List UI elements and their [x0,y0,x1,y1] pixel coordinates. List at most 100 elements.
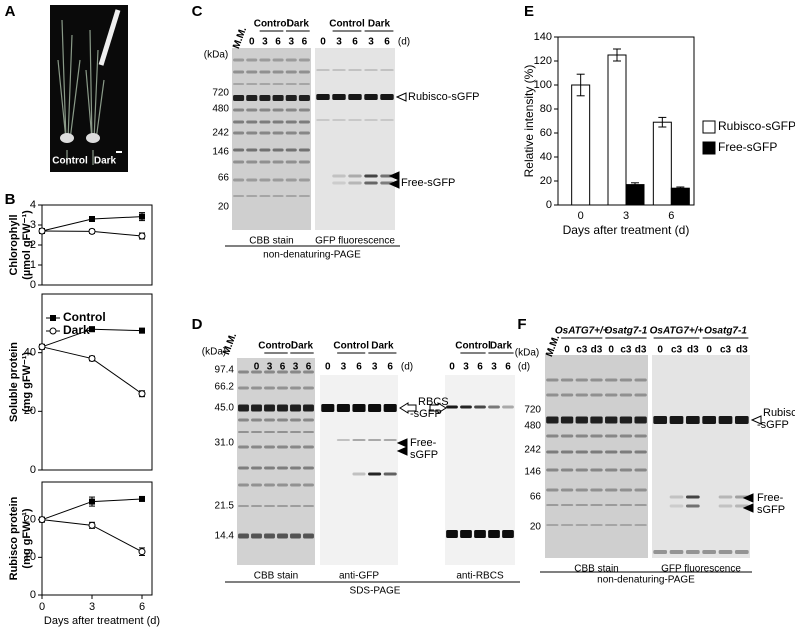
gel-band [605,450,618,454]
band-label: sGFP [757,504,785,516]
lane-label: 6 [387,362,393,373]
plot-frame [41,481,153,596]
gel-band [546,450,559,454]
y-tick-label: 20 [24,514,36,526]
gel-band [303,431,314,433]
point [88,355,96,363]
gel-band [368,439,382,441]
lane-label: 3 [267,362,273,373]
gel-band [380,69,394,71]
gel-band [264,404,275,412]
gel-band [619,488,633,492]
gel-band [233,195,245,197]
gel-band [332,174,346,178]
gel-band [251,404,262,412]
point [88,227,96,235]
gel-band [590,416,603,424]
band-label: Free- [410,437,437,449]
gel-band [575,450,588,454]
gel-band [502,530,514,538]
gel-band [303,466,314,470]
gel-band [238,386,249,390]
band-arrow [750,415,762,425]
gel-band [546,393,559,397]
gel-band [460,530,472,538]
gel-band [352,439,366,441]
gel-band [259,195,271,197]
gel-band [290,370,301,374]
marker-label: 66.2 [215,382,235,393]
gel-band [605,378,618,382]
gel-band [259,70,271,74]
y-tick-label: 20 [24,405,36,417]
gel-band [259,58,271,62]
x-axis-label: Days after treatment (d) [44,615,160,627]
gel-band [251,431,262,433]
group-label: Control [254,19,290,30]
gel-band [246,120,258,124]
gel-band [272,160,284,164]
marker-label: 480 [524,421,541,432]
gel-band [272,131,284,135]
band-arrow [396,438,408,448]
gel-band [238,445,249,449]
gel-band [348,181,362,185]
gel-band [368,404,382,412]
gel-band [238,404,249,412]
stain-label: CBB stain [249,236,293,247]
bar [652,121,672,206]
stain-label: GFP fluorescence [315,236,395,247]
marker-label: 146 [212,147,229,158]
lane-label: 3 [491,362,497,373]
lane-label: 3 [262,37,268,48]
gel-band [634,488,647,492]
marker-label: 20 [530,522,542,533]
panel-label: D [192,316,203,333]
gel-band [238,466,249,470]
gel-band [277,533,288,539]
gel-band [364,181,378,185]
gel-band [446,530,458,538]
group-label: Control [258,341,294,352]
gel-band [277,466,288,470]
point [138,548,146,556]
gel-band [718,495,733,499]
gel-band [364,69,378,71]
gel-band [336,439,350,441]
y-axis-label: Relative intensity (%) [522,65,536,178]
lane-label: 3 [368,37,374,48]
gel-band [685,416,700,424]
method-label: SDS-PAGE [350,586,401,597]
y-axis-label: Chlorophyll [8,214,20,275]
gel-band [264,386,275,390]
gel-band [634,416,647,424]
lane-label: 6 [306,362,312,373]
gel-band [718,416,733,424]
gel-band [233,83,245,85]
gel-band [298,70,310,74]
gel-band [560,468,574,472]
gel-band [634,450,647,454]
gel-band [575,434,588,438]
legend-marker [49,327,57,335]
gel-band [590,393,603,397]
gel-band [238,370,249,374]
gel-band [298,83,310,85]
plant-base [86,133,100,143]
gel-band [605,416,618,424]
band-label: Rubisco [763,407,795,419]
gel-band [734,416,749,424]
gel-band [364,119,378,121]
gel-band [560,393,574,397]
lane-label: 0 [657,345,663,356]
x-axis-label: Days after treatment (d) [563,223,690,237]
gel-band [560,434,574,438]
gel-band [332,69,346,71]
point [89,498,95,505]
gel-band [348,119,362,121]
band-label: sGFP [410,449,438,461]
gel-band [277,431,288,433]
gel-band [575,393,588,397]
gel-band [575,524,588,526]
band-label: RBCS [418,396,449,408]
